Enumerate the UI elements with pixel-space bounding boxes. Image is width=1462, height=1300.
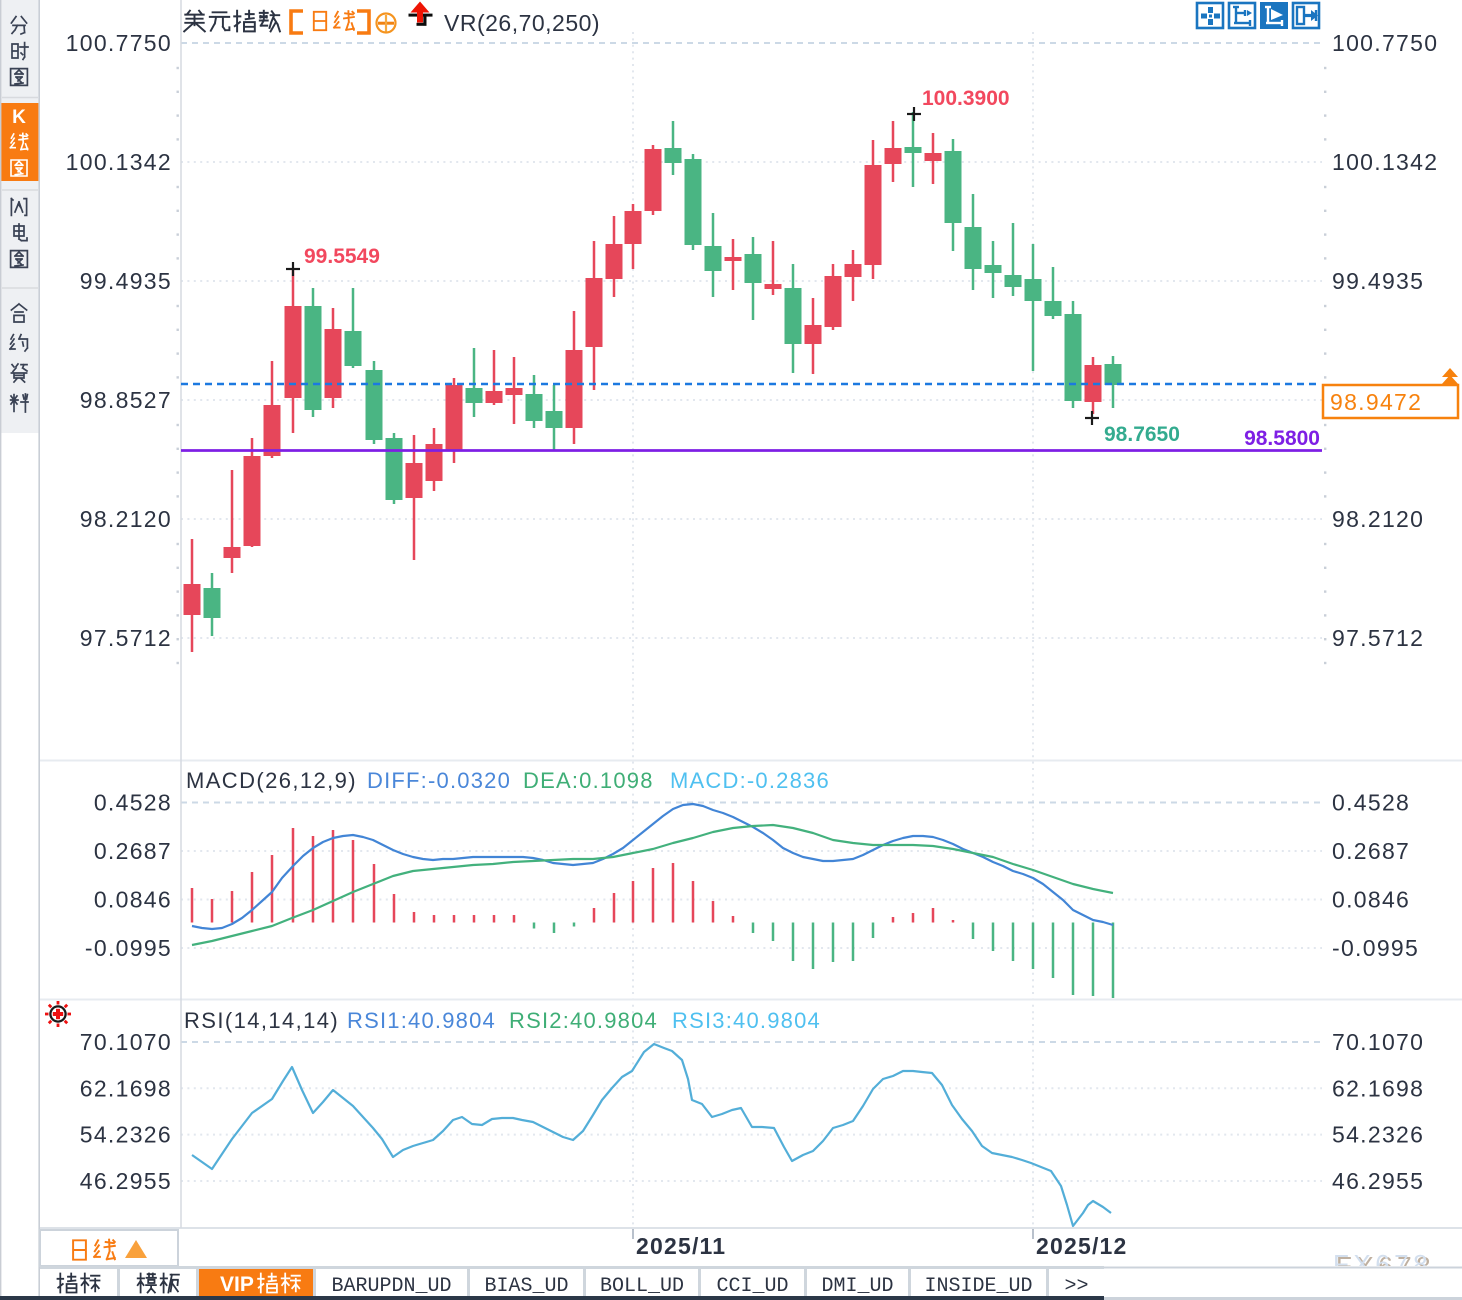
svg-text:RSI(14,14,14): RSI(14,14,14) [184, 1008, 339, 1033]
svg-text:VIP: VIP [220, 1273, 254, 1296]
svg-text:54.2326: 54.2326 [1332, 1122, 1424, 1148]
svg-text:>>: >> [1064, 1275, 1088, 1298]
svg-text:98.9472: 98.9472 [1330, 389, 1422, 415]
svg-text:CCI_UD: CCI_UD [716, 1275, 788, 1298]
svg-text:62.1698: 62.1698 [1332, 1075, 1424, 1101]
svg-text:0.4528: 0.4528 [1332, 790, 1410, 816]
svg-text:0.0846: 0.0846 [94, 887, 172, 913]
svg-text:RSI1:40.9804: RSI1:40.9804 [347, 1008, 496, 1033]
svg-text:VR(26,70,250): VR(26,70,250) [444, 10, 600, 36]
svg-text:46.2955: 46.2955 [80, 1168, 172, 1194]
svg-text:MACD:-0.2836: MACD:-0.2836 [670, 768, 830, 793]
svg-text:100.3900: 100.3900 [922, 87, 1010, 110]
svg-text:98.8527: 98.8527 [80, 387, 172, 413]
svg-text:-0.0995: -0.0995 [1332, 935, 1419, 961]
svg-text:K: K [12, 107, 26, 128]
svg-text:62.1698: 62.1698 [80, 1075, 172, 1101]
svg-text:RSI2:40.9804: RSI2:40.9804 [509, 1008, 658, 1033]
svg-text:2025/12: 2025/12 [1036, 1233, 1128, 1259]
svg-text:97.5712: 97.5712 [1332, 625, 1424, 651]
svg-text:98.2120: 98.2120 [80, 506, 172, 532]
svg-text:100.1342: 100.1342 [1332, 149, 1438, 175]
svg-text:99.5549: 99.5549 [304, 245, 380, 268]
svg-text:100.7750: 100.7750 [66, 30, 172, 56]
svg-text:46.2955: 46.2955 [1332, 1168, 1424, 1194]
svg-text:97.5712: 97.5712 [80, 625, 172, 651]
svg-text:98.7650: 98.7650 [1104, 423, 1180, 446]
svg-text:0.2687: 0.2687 [1332, 838, 1410, 864]
svg-text:-0.0995: -0.0995 [85, 935, 172, 961]
svg-text:98.2120: 98.2120 [1332, 506, 1424, 532]
svg-text:98.5800: 98.5800 [1244, 427, 1320, 450]
svg-text:70.1070: 70.1070 [80, 1029, 172, 1055]
svg-text:DMI_UD: DMI_UD [821, 1275, 893, 1298]
svg-text:100.1342: 100.1342 [66, 149, 172, 175]
svg-text:70.1070: 70.1070 [1332, 1029, 1424, 1055]
svg-text:INSIDE_UD: INSIDE_UD [924, 1275, 1032, 1298]
svg-text:DIFF:-0.0320: DIFF:-0.0320 [367, 768, 511, 793]
svg-text:MACD(26,12,9): MACD(26,12,9) [186, 768, 357, 793]
svg-text:BIAS_UD: BIAS_UD [484, 1275, 568, 1298]
svg-text:99.4935: 99.4935 [1332, 268, 1424, 294]
svg-text:100.7750: 100.7750 [1332, 30, 1438, 56]
svg-text:BARUPDN_UD: BARUPDN_UD [331, 1275, 451, 1298]
svg-text:DEA:0.1098: DEA:0.1098 [523, 768, 654, 793]
svg-text:RSI3:40.9804: RSI3:40.9804 [672, 1008, 821, 1033]
svg-text:0.2687: 0.2687 [94, 838, 172, 864]
svg-text:99.4935: 99.4935 [80, 268, 172, 294]
svg-text:54.2326: 54.2326 [80, 1122, 172, 1148]
svg-text:2025/11: 2025/11 [636, 1233, 726, 1259]
svg-text:0.4528: 0.4528 [94, 790, 172, 816]
svg-text:0.0846: 0.0846 [1332, 887, 1410, 913]
svg-text:BOLL_UD: BOLL_UD [600, 1275, 684, 1298]
